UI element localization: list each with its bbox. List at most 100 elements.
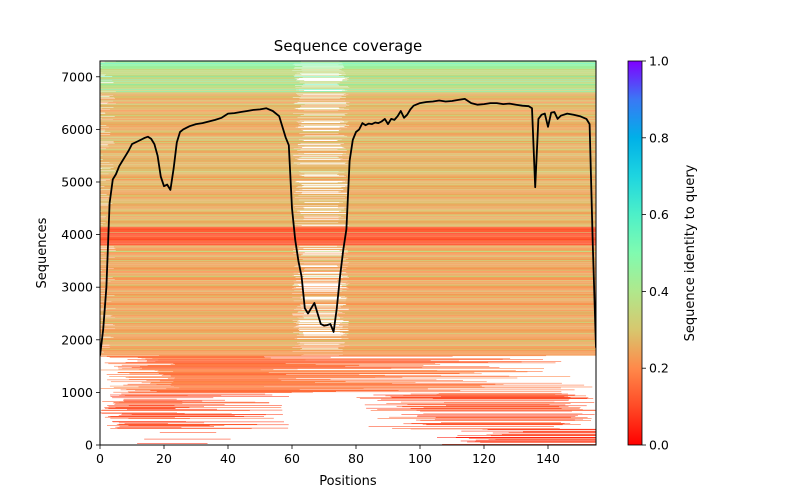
alignment-row	[100, 95, 596, 96]
alignment-row	[105, 130, 304, 132]
alignment-row	[347, 113, 596, 115]
alignment-row	[349, 283, 596, 284]
alignment-row	[141, 357, 271, 359]
alignment-row	[128, 392, 292, 393]
alignment-row	[110, 178, 596, 180]
alignment-row	[100, 239, 596, 240]
alignment-row	[344, 342, 596, 344]
alignment-row	[345, 272, 596, 273]
alignment-row	[341, 74, 596, 76]
alignment-row	[342, 322, 596, 323]
alignment-row	[112, 76, 295, 77]
alignment-row	[113, 402, 270, 403]
alignment-row	[339, 329, 596, 331]
alignment-row	[508, 432, 596, 433]
alignment-row	[346, 124, 596, 125]
alignment-row	[100, 101, 596, 102]
alignment-row	[100, 352, 596, 354]
alignment-row	[115, 91, 596, 92]
alignment-row	[100, 148, 596, 149]
alignment-row	[110, 336, 596, 338]
alignment-row	[110, 188, 303, 190]
alignment-row	[100, 343, 305, 345]
alignment-row	[100, 153, 596, 155]
alignment-row	[346, 106, 596, 107]
alignment-row	[105, 280, 297, 281]
alignment-row	[347, 185, 596, 186]
alignment-row	[113, 141, 596, 143]
alignment-row	[441, 396, 569, 397]
alignment-row	[100, 254, 302, 255]
alignment-row	[100, 277, 596, 279]
alignment-row	[100, 351, 596, 353]
alignment-row	[339, 331, 596, 333]
alignment-row	[100, 107, 596, 108]
alignment-row	[106, 374, 287, 375]
alignment-row	[100, 124, 299, 125]
alignment-row	[100, 325, 296, 327]
alignment-row	[100, 182, 300, 183]
alignment-row	[100, 345, 596, 347]
alignment-row	[100, 242, 596, 243]
alignment-row	[100, 288, 292, 289]
alignment-row	[100, 335, 304, 337]
alignment-row	[100, 157, 300, 158]
alignment-row	[100, 113, 293, 115]
alignment-row	[100, 316, 596, 317]
alignment-row	[402, 406, 560, 408]
alignment-row	[100, 238, 596, 239]
alignment-row	[100, 249, 596, 250]
alignment-row	[125, 362, 489, 363]
alignment-row	[101, 92, 596, 93]
alignment-row	[100, 132, 596, 133]
alignment-row	[100, 217, 304, 218]
alignment-row	[128, 418, 190, 419]
alignment-row	[349, 102, 596, 103]
alignment-row	[100, 305, 298, 307]
alignment-row	[166, 388, 428, 390]
alignment-row	[100, 147, 303, 148]
alignment-row	[337, 149, 596, 150]
alignment-row	[100, 236, 596, 237]
alignment-row	[340, 305, 596, 307]
alignment-row	[342, 79, 596, 80]
alignment-row	[100, 341, 596, 343]
alignment-row	[113, 106, 300, 108]
alignment-row	[346, 299, 596, 300]
alignment-row	[139, 369, 274, 370]
alignment-row	[115, 61, 301, 62]
alignment-row	[100, 172, 596, 174]
alignment-row	[100, 176, 305, 177]
alignment-row	[113, 95, 299, 97]
alignment-row	[475, 439, 596, 441]
alignment-row	[110, 381, 487, 383]
alignment-row	[338, 217, 596, 219]
alignment-row	[120, 389, 575, 391]
alignment-row	[344, 67, 596, 68]
alignment-row	[407, 404, 550, 405]
alignment-row	[100, 151, 596, 152]
alignment-row	[100, 288, 304, 290]
alignment-row	[100, 296, 302, 298]
alignment-row	[118, 422, 205, 424]
alignment-row	[346, 253, 596, 255]
alignment-row	[100, 332, 303, 333]
alignment-row	[348, 321, 596, 323]
alignment-row	[346, 176, 596, 177]
y-tick-label: 6000	[61, 122, 93, 137]
alignment-row	[100, 123, 596, 124]
alignment-row	[100, 78, 295, 79]
alignment-row	[100, 77, 596, 78]
alignment-row	[100, 278, 596, 279]
alignment-row	[347, 284, 596, 286]
alignment-row	[100, 354, 596, 356]
alignment-row	[100, 244, 596, 245]
alignment-row	[100, 227, 596, 228]
alignment-row	[337, 266, 596, 267]
alignment-row	[100, 173, 596, 174]
alignment-row	[341, 291, 596, 292]
alignment-row	[100, 108, 299, 110]
alignment-row	[343, 189, 596, 190]
alignment-row	[119, 426, 214, 427]
